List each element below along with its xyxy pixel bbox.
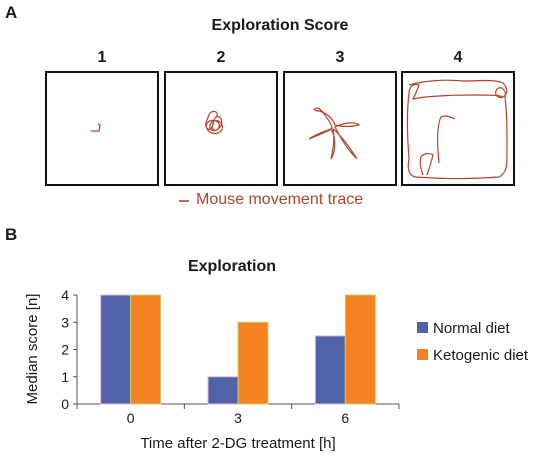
trace-box-1 bbox=[45, 71, 159, 186]
x-tick-label: 3 bbox=[234, 410, 242, 426]
trace-4 bbox=[406, 79, 508, 180]
exploration-chart: Exploration Median score [n] Time after … bbox=[24, 258, 529, 452]
legend-label: Normal diet bbox=[433, 320, 511, 337]
y-axis-label: Median score [n] bbox=[24, 294, 41, 405]
exploration-score-title: Exploration Score bbox=[211, 17, 349, 34]
x-axis-label: Time after 2-DG treatment [h] bbox=[140, 435, 335, 452]
box-label-4: 4 bbox=[453, 49, 463, 66]
bar-ketogenic-diet bbox=[130, 294, 162, 405]
y-tick-label: 4 bbox=[61, 287, 69, 303]
bar-ketogenic-diet bbox=[237, 321, 269, 405]
trace-3 bbox=[308, 107, 361, 160]
box-label-1: 1 bbox=[97, 49, 107, 66]
trace-1 bbox=[91, 123, 101, 132]
trace-2 bbox=[205, 110, 223, 135]
chart-bars bbox=[100, 294, 376, 405]
trace-box-4 bbox=[401, 71, 515, 186]
bar-normal-diet bbox=[314, 335, 346, 405]
bar-normal-diet bbox=[207, 376, 239, 405]
legend-swatch bbox=[417, 349, 428, 360]
bar-ketogenic-diet bbox=[344, 294, 376, 405]
x-tick-label: 0 bbox=[127, 410, 135, 426]
panel-b-letter: B bbox=[5, 225, 18, 244]
bar-normal-diet bbox=[100, 294, 132, 405]
trace-box-3 bbox=[283, 71, 397, 186]
y-tick-label: 1 bbox=[61, 369, 69, 385]
chart-legend: Normal diet Ketogenic diet bbox=[417, 320, 529, 364]
legend-swatch bbox=[417, 322, 428, 333]
y-tick-label: 3 bbox=[61, 314, 69, 330]
trace-legend-label: Mouse movement trace bbox=[196, 191, 364, 208]
chart-title: Exploration bbox=[188, 258, 276, 275]
box-label-2: 2 bbox=[216, 49, 226, 66]
trace-box-2 bbox=[164, 71, 278, 186]
y-tick-label: 2 bbox=[61, 342, 69, 358]
x-tick-label: 6 bbox=[341, 410, 349, 426]
trace-legend-line bbox=[179, 200, 189, 202]
legend-label: Ketogenic diet bbox=[433, 347, 529, 364]
panel-a-letter: A bbox=[5, 3, 18, 22]
y-tick-label: 0 bbox=[61, 396, 69, 412]
box-label-3: 3 bbox=[335, 49, 345, 66]
